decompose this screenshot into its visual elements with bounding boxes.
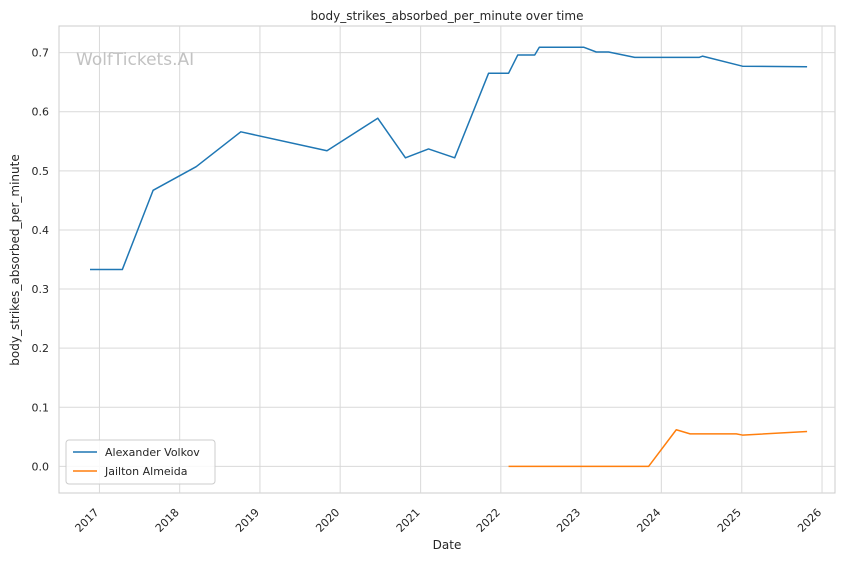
y-tick-label: 0.5 bbox=[32, 165, 50, 178]
x-axis-title: Date bbox=[433, 538, 462, 552]
series-lines bbox=[90, 46, 808, 468]
chart-title: body_strikes_absorbed_per_minute over ti… bbox=[311, 9, 584, 23]
y-tick-label: 0.7 bbox=[32, 47, 50, 60]
y-axis-title: body_strikes_absorbed_per_minute bbox=[8, 154, 22, 365]
y-tick-label: 0.3 bbox=[32, 283, 50, 296]
y-tick-label: 0.4 bbox=[32, 224, 50, 237]
legend-label-jailton-almeida: Jailton Almeida bbox=[104, 465, 187, 478]
series-line-alexander-volkov bbox=[90, 46, 808, 271]
watermark: WolfTickets.AI bbox=[76, 50, 194, 70]
y-tick-label: 0.2 bbox=[32, 342, 50, 355]
y-tick-label: 0.0 bbox=[32, 460, 50, 473]
legend: Alexander Volkov Jailton Almeida bbox=[65, 439, 216, 485]
y-tick-label: 0.1 bbox=[32, 401, 50, 414]
legend-label-alexander-volkov: Alexander Volkov bbox=[105, 446, 200, 459]
grid-lines bbox=[59, 26, 835, 493]
legend-frame bbox=[65, 439, 216, 485]
y-tick-label: 0.6 bbox=[32, 106, 50, 119]
plot-area bbox=[58, 25, 836, 494]
series-line-jailton-almeida bbox=[508, 429, 808, 468]
